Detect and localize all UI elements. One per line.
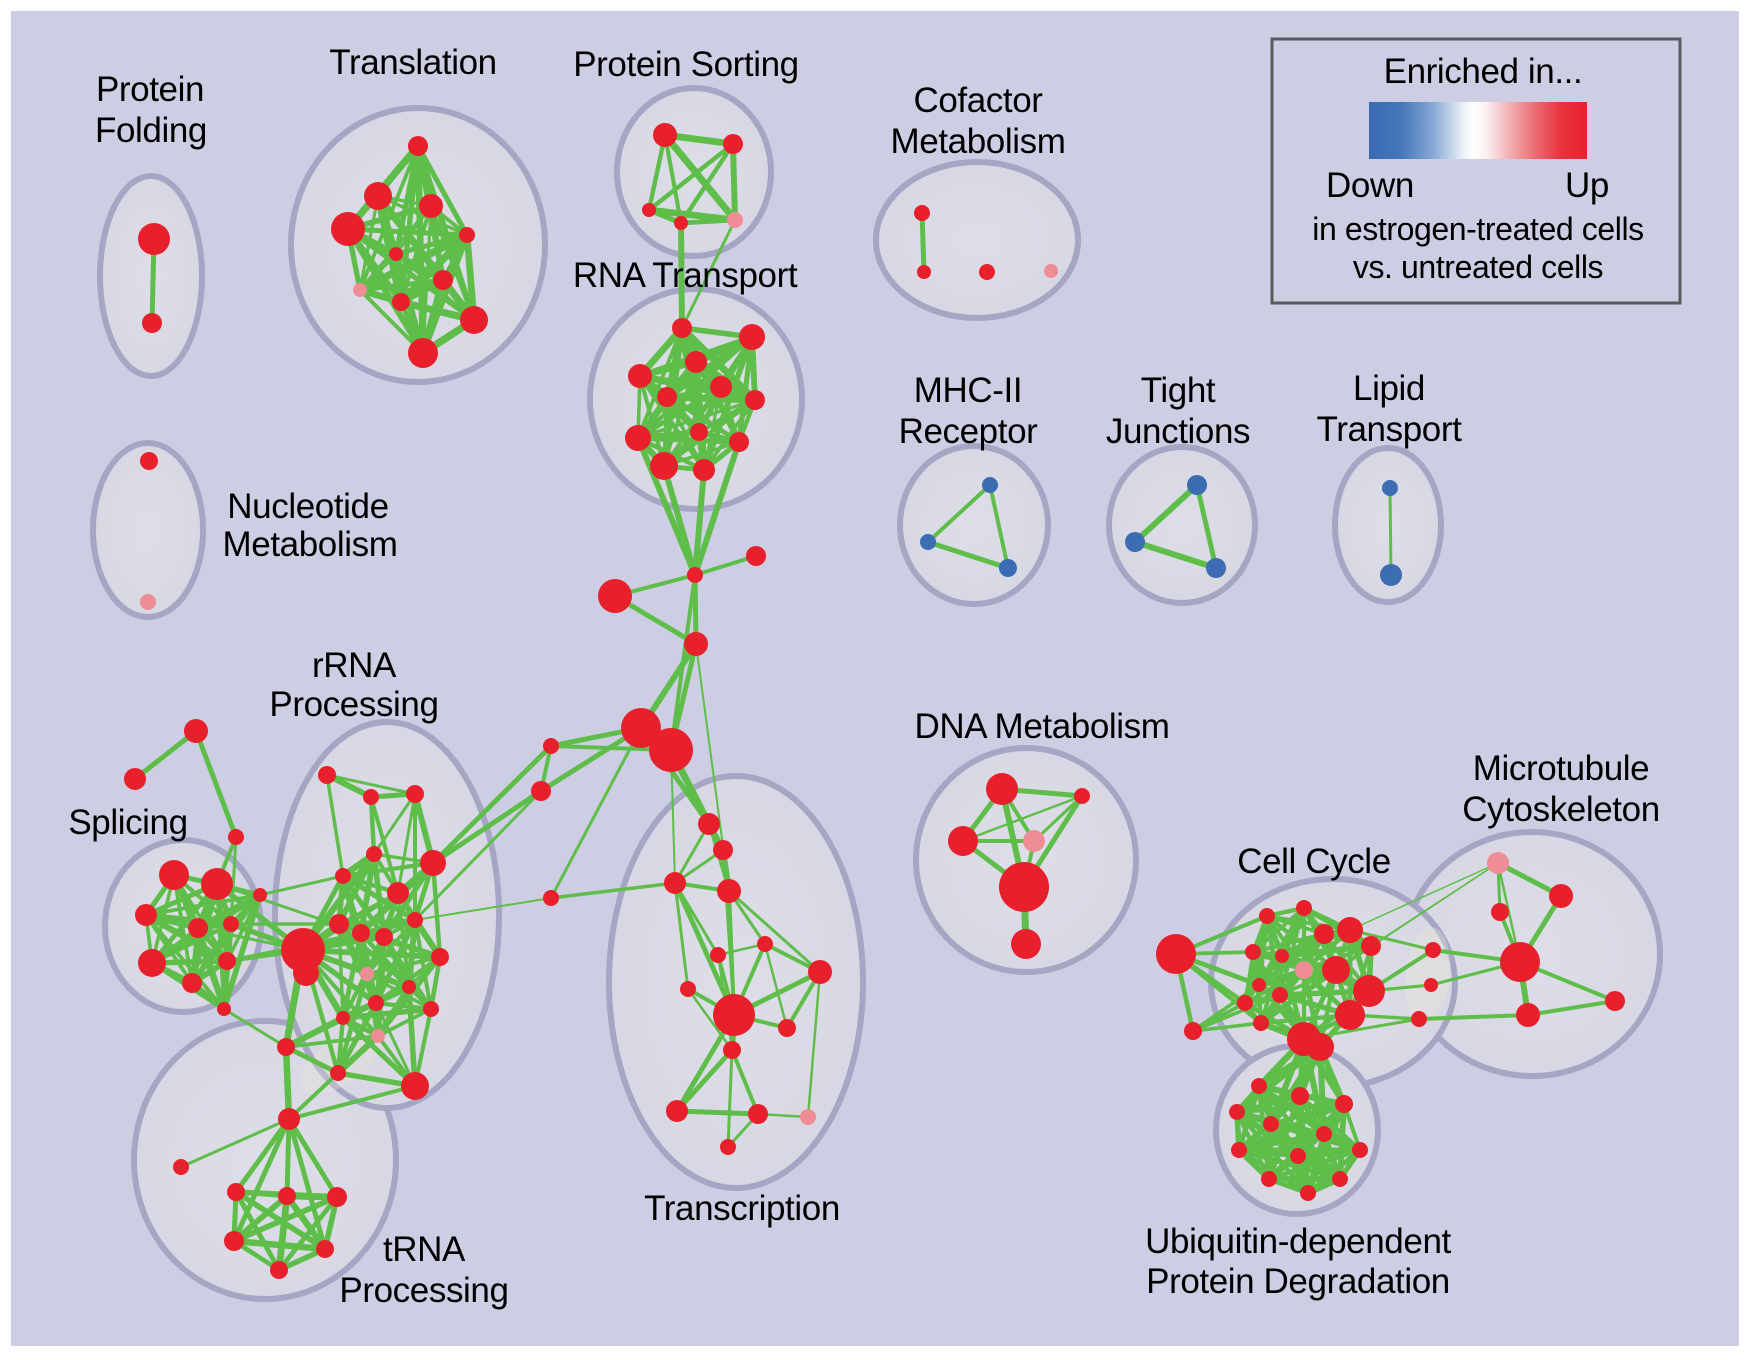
svg-text:Metabolism: Metabolism <box>223 525 398 564</box>
svg-text:Splicing: Splicing <box>68 803 187 842</box>
svg-text:Processing: Processing <box>269 685 438 724</box>
svg-text:Junctions: Junctions <box>1106 412 1250 451</box>
svg-text:Protein: Protein <box>96 70 204 109</box>
svg-text:Metabolism: Metabolism <box>891 122 1066 161</box>
svg-text:DNA Metabolism: DNA Metabolism <box>914 707 1169 746</box>
svg-text:Transcription: Transcription <box>644 1189 840 1228</box>
svg-text:MHC-II: MHC-II <box>914 371 1022 410</box>
svg-text:Cofactor: Cofactor <box>913 81 1043 120</box>
svg-text:vs. untreated cells: vs. untreated cells <box>1353 249 1603 285</box>
svg-text:Translation: Translation <box>329 43 496 82</box>
svg-text:Enriched in...: Enriched in... <box>1384 52 1583 91</box>
svg-text:Protein Degradation: Protein Degradation <box>1146 1262 1450 1301</box>
svg-text:Transport: Transport <box>1317 410 1463 449</box>
svg-text:Receptor: Receptor <box>899 412 1039 451</box>
svg-text:Down: Down <box>1326 166 1414 205</box>
svg-text:Up: Up <box>1565 166 1609 205</box>
svg-text:Lipid: Lipid <box>1353 369 1425 408</box>
svg-text:Microtubule: Microtubule <box>1473 749 1650 788</box>
svg-text:Nucleotide: Nucleotide <box>227 487 388 526</box>
svg-text:Folding: Folding <box>95 111 207 150</box>
svg-text:in estrogen-treated cells: in estrogen-treated cells <box>1312 211 1644 247</box>
svg-text:Ubiquitin-dependent: Ubiquitin-dependent <box>1145 1222 1451 1261</box>
svg-text:RNA Transport: RNA Transport <box>573 256 798 295</box>
svg-text:rRNA: rRNA <box>312 646 397 685</box>
svg-text:Cell Cycle: Cell Cycle <box>1237 842 1391 881</box>
svg-text:Protein Sorting: Protein Sorting <box>573 45 799 84</box>
svg-text:Tight: Tight <box>1141 371 1216 410</box>
svg-text:Cytoskeleton: Cytoskeleton <box>1462 790 1660 829</box>
svg-text:tRNA: tRNA <box>383 1230 466 1269</box>
svg-text:Processing: Processing <box>339 1271 508 1310</box>
